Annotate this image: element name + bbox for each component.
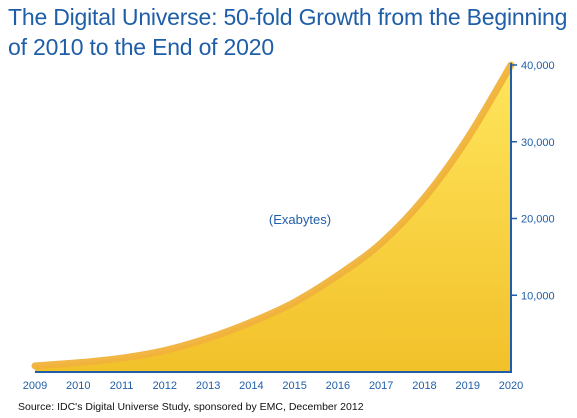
- x-tick-label: 2018: [412, 380, 436, 392]
- x-tick-label: 2009: [23, 380, 47, 392]
- x-tick-label: 2016: [326, 380, 350, 392]
- y-tick-label: 10,000: [521, 290, 555, 302]
- x-tick-label: 2012: [153, 380, 177, 392]
- x-tick-label: 2020: [499, 380, 523, 392]
- y-tick-label: 30,000: [521, 137, 555, 149]
- unit-annotation: (Exabytes): [269, 212, 331, 227]
- series-line: [31, 61, 515, 370]
- source-note: Source: IDC's Digital Universe Study, sp…: [18, 401, 364, 413]
- x-tick-label: 2019: [455, 380, 479, 392]
- y-tick-label: 40,000: [521, 60, 555, 72]
- x-tick-label: 2013: [196, 380, 220, 392]
- x-tick-label: 2010: [66, 380, 90, 392]
- x-tick-label: 2014: [239, 380, 263, 392]
- x-tick-label: 2015: [282, 380, 306, 392]
- x-tick-label: 2011: [110, 380, 134, 392]
- area-fill: [35, 65, 511, 372]
- x-tick-label: 2017: [369, 380, 393, 392]
- y-tick-label: 20,000: [521, 214, 555, 226]
- chart-title: The Digital Universe: 50-fold Growth fro…: [8, 4, 568, 60]
